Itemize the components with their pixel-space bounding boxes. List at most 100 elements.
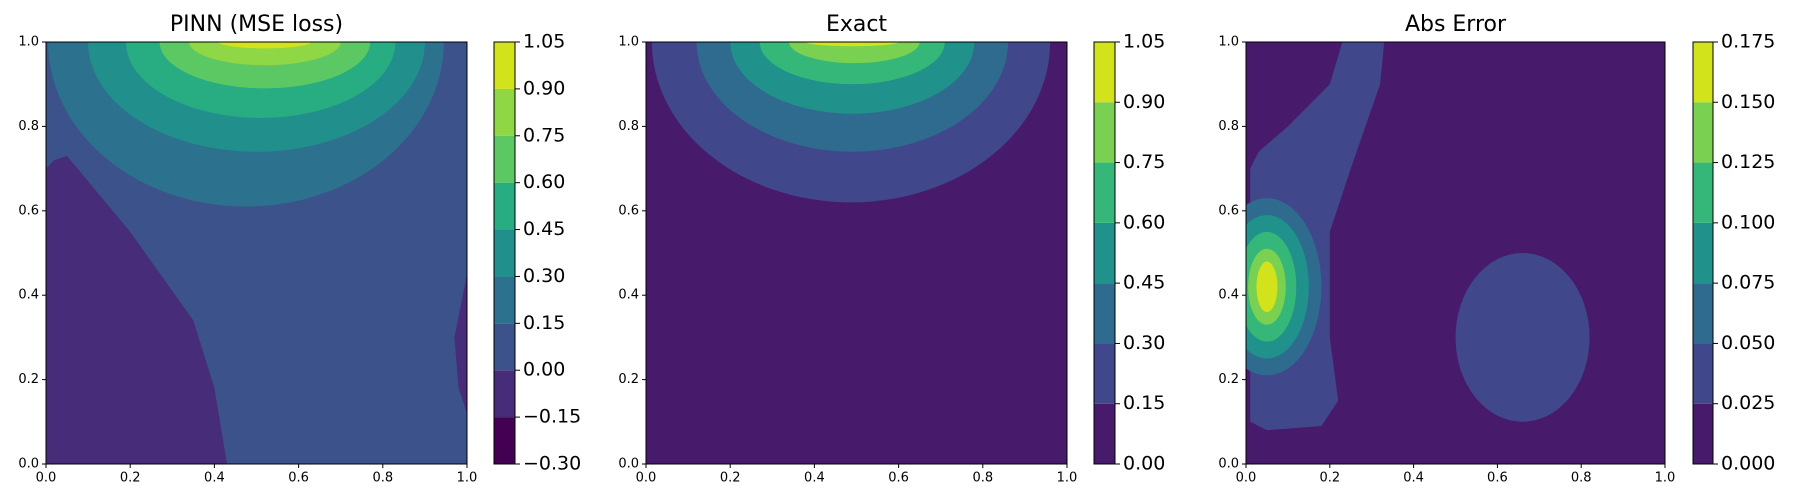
plot-area [1246,42,1665,464]
colorbar-frame [493,41,516,465]
plot-frame [645,41,1068,465]
colorbar-band [494,276,515,324]
colorbar-tick-label: 0.050 [1721,332,1775,354]
colorbar-band [494,88,515,136]
colorbar-tick-label: 0.15 [1123,392,1165,414]
colorbar-band [1693,343,1713,404]
colorbar-frame [1093,41,1116,465]
x-tick-label: 0.6 [1487,471,1508,486]
colorbar-band [1693,42,1713,103]
colorbar-tick-label: 0.75 [1123,151,1165,173]
colorbar-tick-label: 0.45 [1123,272,1165,294]
plot-frame [45,41,468,465]
contour-region [1256,261,1278,313]
colorbar-tick-label: 0.000 [1721,453,1775,475]
x-tick-label: 0.8 [1571,471,1592,486]
colorbar-band [494,370,515,418]
x-tick-label: 1.0 [1057,471,1078,486]
colorbar-band [1094,403,1115,464]
colorbar-band [1094,102,1115,163]
colorbar-tick-label: 0.00 [1123,453,1165,475]
colorbar-tick-label: 0.175 [1721,31,1775,53]
y-tick-label: 0.8 [1218,119,1239,134]
x-tick-label: 0.2 [720,471,741,486]
x-tick-label: 0.6 [888,471,909,486]
y-tick-label: 0.4 [1218,288,1239,303]
chart-title: PINN (MSE loss) [170,12,343,37]
x-tick-label: 1.0 [457,471,478,486]
y-tick-label: 0.2 [1218,372,1239,387]
colorbar-band [494,417,515,464]
colorbar-band [1094,222,1115,284]
plot-area [646,42,1067,464]
panel: Abs Error 0.0 0.2 0.4 0.6 0.8 1.0 0.0 0.2 0.4 0.6 0… [1218,12,1775,486]
colorbar-tick-label: 0.30 [523,265,565,287]
colorbar-tick-label: 0.150 [1721,91,1775,113]
y-tick-label: 1.0 [18,35,39,50]
colorbar-tick-label: −0.15 [523,406,581,428]
x-tick-label: 0.0 [1236,471,1257,486]
x-tick-label: 0.2 [120,471,141,486]
colorbar-tick-label: 0.15 [523,312,565,334]
contour-region [46,155,228,464]
chart-title: Exact [826,12,887,37]
x-tick-label: 0.0 [636,471,657,486]
x-tick-label: 0.4 [204,471,225,486]
y-tick-label: 1.0 [1218,35,1239,50]
colorbar-tick-label: 0.025 [1721,392,1775,414]
contour-region [189,42,341,66]
y-tick-label: 0.0 [18,457,39,472]
colorbar-band [1693,222,1713,284]
x-tick-label: 0.4 [1403,471,1424,486]
x-tick-label: 0.2 [1319,471,1340,486]
y-tick-label: 0.8 [18,119,39,134]
x-tick-label: 0.6 [288,471,309,486]
colorbar-tick-label: −0.30 [523,453,581,475]
panel: Exact 0.0 0.2 0.4 0.6 0.8 1.0 0.0 0.2 0.4 0.6 0.8 1.… [618,12,1165,486]
colorbar-band [1693,162,1713,223]
colorbar-tick-label: 0.075 [1721,272,1775,294]
colorbar-tick-label: 1.05 [1123,31,1165,53]
colorbar-tick-label: 0.90 [1123,91,1165,113]
y-tick-label: 1.0 [618,35,639,50]
contour-region [1455,253,1590,422]
x-tick-label: 0.8 [972,471,993,486]
colorbar-tick-label: 0.60 [523,171,565,193]
x-tick-label: 0.8 [372,471,393,486]
colorbar-band [1693,283,1713,344]
y-tick-label: 0.2 [18,372,39,387]
colorbar-band [1094,42,1115,103]
x-tick-label: 1.0 [1655,471,1676,486]
y-tick-label: 0.2 [618,372,639,387]
colorbar-band [494,42,515,89]
plot-frame [1245,41,1666,465]
y-tick-label: 0.0 [1218,457,1239,472]
colorbar-tick-label: 0.45 [523,218,565,240]
y-tick-label: 0.6 [618,203,639,218]
colorbar-band [494,323,515,371]
x-tick-label: 0.4 [804,471,825,486]
colorbar-band [1094,343,1115,404]
colorbar-tick-label: 0.100 [1721,211,1775,233]
colorbar-band [494,135,515,183]
colorbar-tick-label: 0.60 [1123,211,1165,233]
contour-region [454,274,467,414]
y-tick-label: 0.0 [618,457,639,472]
y-tick-label: 0.8 [618,119,639,134]
contour-region [805,42,899,47]
colorbar-frame [1692,41,1714,465]
y-tick-label: 0.6 [1218,203,1239,218]
colorbar-tick-label: 0.125 [1721,151,1775,173]
colorbar-band [1693,403,1713,464]
colorbar-tick-label: 0.30 [1123,332,1165,354]
y-tick-label: 0.4 [618,288,639,303]
colorbar-band [1094,162,1115,223]
y-tick-label: 0.6 [18,203,39,218]
plot-area [46,42,467,464]
colorbar-tick-label: 0.75 [523,124,565,146]
contour-region [789,42,920,64]
panel: PINN (MSE loss) 0.0 0.2 0.4 0.6 0.8 1.0 0.0 0.2 0… [18,12,581,486]
colorbar-band [494,229,515,277]
contour-region [218,42,312,49]
